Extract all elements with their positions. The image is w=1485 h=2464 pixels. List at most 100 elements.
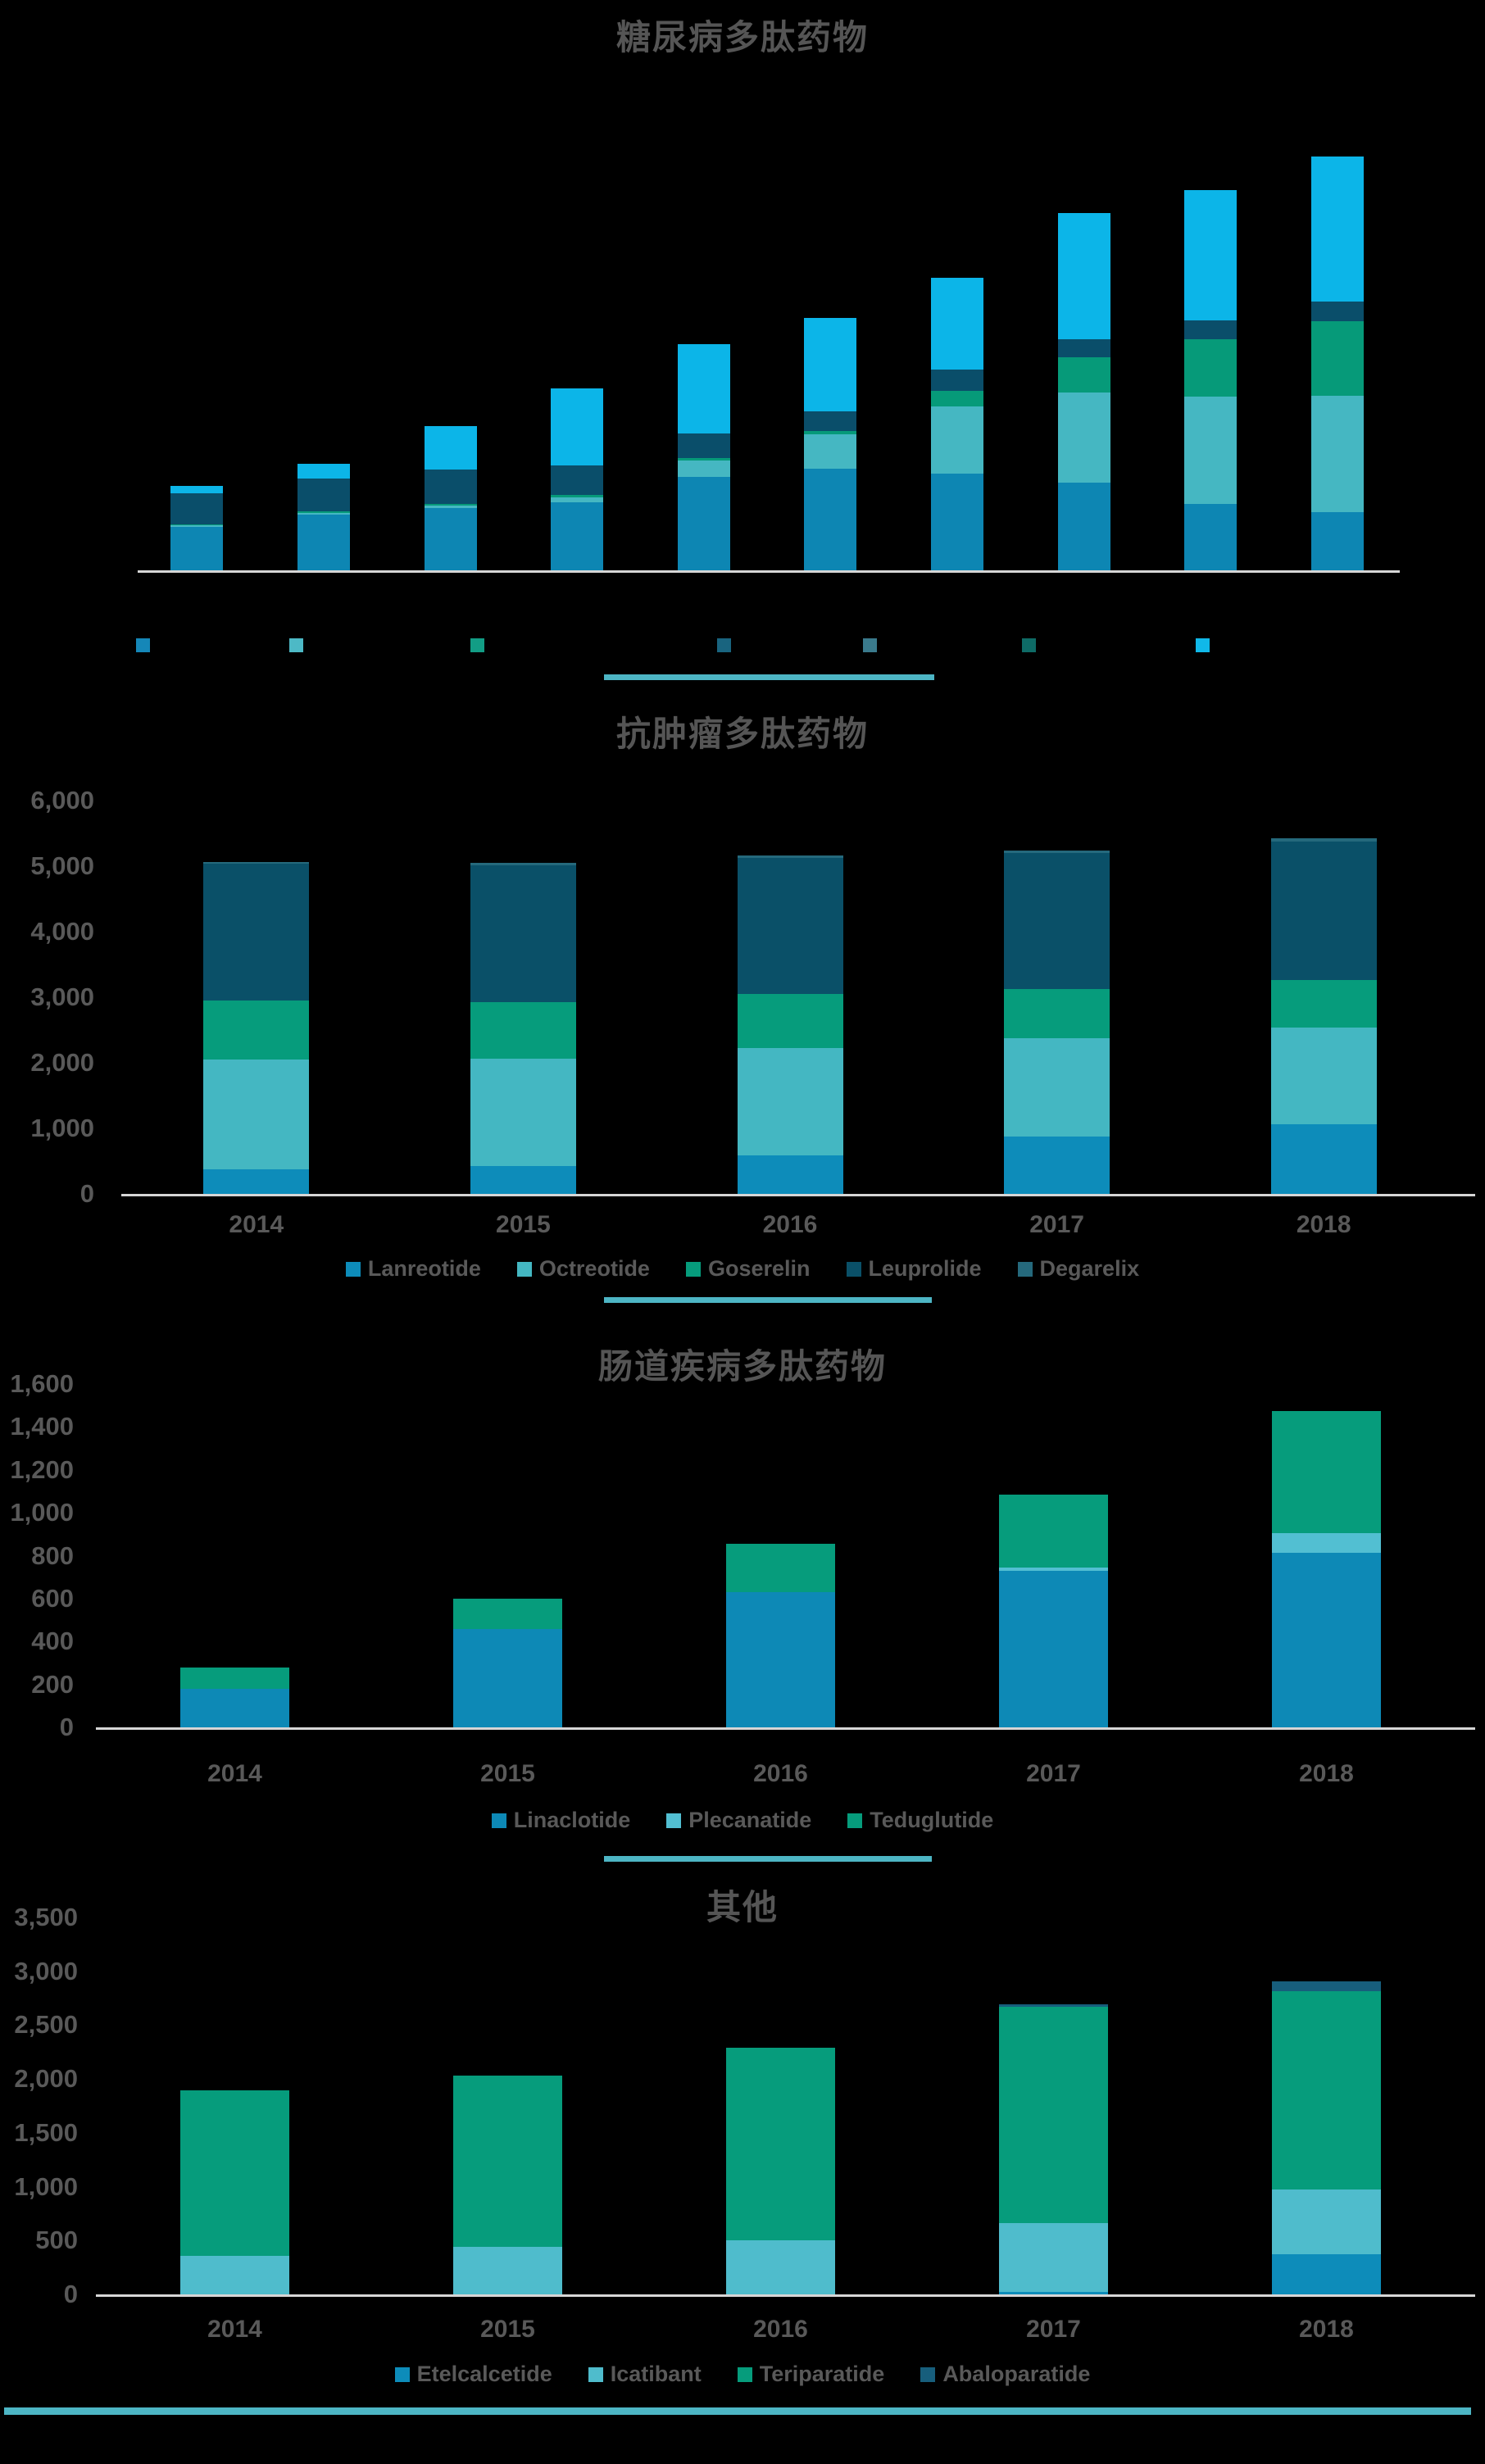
bar-segment: [1184, 320, 1237, 339]
y-tick-label: 500: [35, 2226, 78, 2255]
bar-segment: [1272, 2189, 1381, 2254]
bar-segment: [726, 2048, 835, 2240]
bar-segment: [170, 527, 223, 570]
bar-segment: [1184, 190, 1237, 320]
bar-segment: [203, 864, 309, 1001]
legend-item: Plecanatide: [666, 1808, 811, 1833]
y-tick-label: 0: [59, 1713, 74, 1741]
x-tick-label: 2017: [1029, 1211, 1084, 1238]
bar-segment: [738, 1048, 843, 1155]
bar-segment: [470, 863, 576, 865]
bar-segment: [1271, 838, 1377, 842]
bar-segment: [170, 486, 223, 493]
bar-segment: [453, 2247, 562, 2294]
bar-segment: [453, 2076, 562, 2247]
legend-label: Leuprolide: [868, 1256, 982, 1281]
bar-segment: [804, 434, 856, 469]
bar-segment: [1058, 213, 1110, 339]
bar-segment: [931, 474, 983, 570]
y-tick-label: 4,000: [30, 917, 94, 946]
bar-segment: [470, 1002, 576, 1059]
legend-item: Leuprolide: [846, 1256, 982, 1282]
bar-segment: [1271, 1028, 1377, 1124]
y-tick-label: 400: [31, 1627, 74, 1656]
y-tick-label: 6,000: [30, 786, 94, 815]
legend-label: Teduglutide: [870, 1808, 994, 1832]
legend-label: Goserelin: [707, 1256, 811, 1281]
bar-segment: [453, 1629, 562, 1727]
x-axis-line: [96, 2294, 1475, 2297]
bar-segment: [180, 1689, 289, 1727]
bar-segment: [1004, 851, 1110, 853]
section-divider: [604, 1297, 932, 1303]
bar-segment: [999, 2007, 1108, 2223]
y-tick-label: 2,000: [30, 1048, 94, 1077]
bar-segment: [1184, 339, 1237, 397]
y-tick-label: 5,000: [30, 851, 94, 880]
bar-segment: [1311, 157, 1364, 302]
bar-segment: [203, 1060, 309, 1169]
bar-segment: [738, 1155, 843, 1194]
bar-segment: [1271, 842, 1377, 980]
x-tick-label: 2014: [207, 2316, 262, 2343]
legend-label: Octreotide: [538, 1256, 650, 1281]
bar-segment: [999, 2292, 1108, 2294]
bar-segment: [551, 497, 603, 502]
bar-segment: [1272, 2254, 1381, 2294]
y-tick-label: 2,500: [14, 2010, 78, 2040]
x-axis-line: [138, 570, 1400, 573]
bar-segment: [678, 433, 730, 458]
legend-item: Lanreotide: [345, 1256, 481, 1282]
bar-segment: [297, 479, 350, 511]
bar-segment: [297, 515, 350, 570]
bar-segment: [678, 461, 730, 477]
bar-segment: [1004, 1038, 1110, 1137]
bar-segment: [804, 469, 856, 570]
x-tick-label: 2018: [1299, 1760, 1354, 1787]
legend-swatch: [863, 638, 877, 652]
bar-segment: [1058, 393, 1110, 483]
bar-segment: [470, 1166, 576, 1194]
legend-item: Degarelix: [1017, 1256, 1139, 1282]
bar-segment: [1311, 302, 1364, 321]
y-tick-label: 1,400: [10, 1412, 74, 1441]
y-tick-label: 200: [31, 1669, 74, 1699]
y-tick-label: 1,000: [30, 1114, 94, 1142]
legend-swatch: [1022, 638, 1036, 652]
bar-segment: [425, 506, 477, 508]
x-tick-label: 2018: [1296, 1211, 1351, 1238]
bar-segment: [551, 495, 603, 497]
chart-title-intestinal: 肠道疾病多肽药物: [597, 1347, 887, 1386]
chart-title-oncology: 抗肿瘤多肽药物: [615, 715, 869, 753]
x-tick-label: 2014: [229, 1211, 284, 1238]
x-tick-label: 2016: [753, 2316, 808, 2343]
x-tick-label: 2015: [496, 1211, 551, 1238]
chart-title-diabetes: 糖尿病多肽药物: [615, 18, 869, 57]
bar-segment: [738, 855, 843, 858]
bar-segment: [203, 1001, 309, 1060]
y-tick-label: 1,000: [14, 2171, 78, 2201]
chart-legend: Etelcalcetide Icatibant Teriparatide Abalop…: [0, 2362, 1485, 2387]
bar-segment: [297, 464, 350, 479]
x-tick-label: 2017: [1026, 2316, 1081, 2343]
legend-item: Goserelin: [685, 1256, 811, 1282]
legend-label: Etelcalcetide: [416, 2362, 552, 2386]
legend-swatch: [737, 2366, 752, 2382]
y-tick-label: 3,500: [14, 1903, 78, 1931]
legend-swatch: [588, 2366, 603, 2382]
y-tick-label: 2,000: [14, 2064, 78, 2094]
bar-segment: [678, 458, 730, 461]
bar-segment: [999, 1571, 1108, 1727]
x-tick-label: 2015: [480, 2316, 535, 2343]
bar-segment: [425, 508, 477, 570]
bar-segment: [804, 318, 856, 411]
x-axis-line: [96, 1727, 1475, 1730]
legend-item: Abaloparatide: [920, 2362, 1090, 2387]
bar-segment: [425, 504, 477, 506]
bar-segment: [726, 1544, 835, 1592]
bar-segment: [1272, 1991, 1381, 2189]
legend-swatch: [345, 1261, 361, 1277]
bar-segment: [726, 1592, 835, 1727]
legend-item: Teriparatide: [737, 2362, 884, 2387]
legend-label: Abaloparatide: [942, 2362, 1091, 2386]
